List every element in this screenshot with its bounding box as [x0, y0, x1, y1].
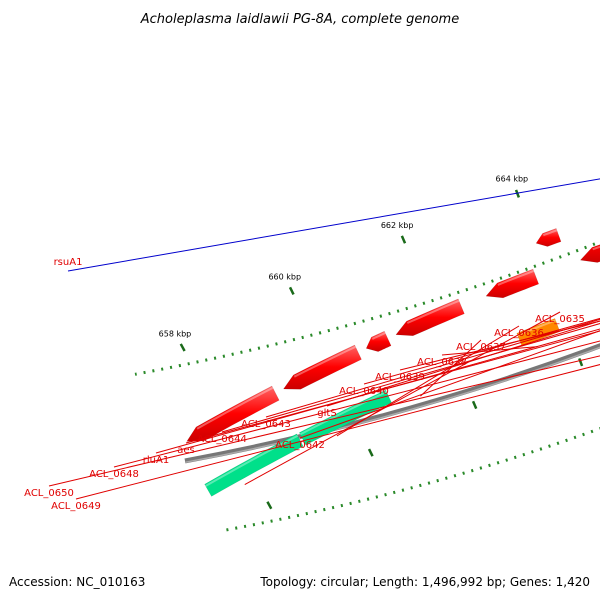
- gene-label: ACL_0643: [241, 419, 291, 430]
- gene-label: rsuA1: [54, 257, 83, 268]
- gene-label: gltS: [317, 408, 336, 419]
- gene-labels: rsuA1ACL_0635ACL_0636ACL_0637ACL_0638ACL…: [24, 178, 600, 512]
- gene-label-leader: [221, 323, 600, 433]
- summary-text: Topology: circular; Length: 1,496,992 bp…: [259, 575, 590, 589]
- scale-tick-mark: [400, 235, 407, 244]
- forward-cds: [485, 268, 540, 299]
- gene-label: aes: [177, 445, 195, 456]
- gene-label-leader: [363, 317, 600, 385]
- scale-tick-mark: [179, 343, 186, 352]
- gene-label: ACL_0642: [275, 440, 325, 451]
- gene-label-leader: [244, 311, 561, 485]
- gene-label: ACL_0649: [51, 501, 101, 512]
- inner-tick-mark: [367, 448, 374, 457]
- inner-tick-mark: [266, 501, 273, 510]
- forward-cds: [283, 344, 362, 390]
- gene-label-leader: [113, 340, 600, 468]
- gene-label-leader: [265, 318, 600, 418]
- map-title: Acholeplasma laidlawii PG-8A, complete g…: [140, 12, 459, 27]
- inner-tick-mark: [471, 400, 478, 410]
- outer-dotted-ring: [134, 240, 600, 376]
- scale-tick-label: 658 kbp: [159, 329, 192, 338]
- gene-label-leader: [48, 355, 600, 487]
- gene-label-leader: [75, 364, 600, 500]
- gene-label: ACL_0637: [456, 342, 506, 353]
- gene-label-leader: [155, 328, 600, 454]
- gene-label-leader: [420, 339, 482, 397]
- forward-cds: [579, 244, 600, 263]
- gene-label-leader: [441, 346, 538, 356]
- cog-bar: [204, 433, 304, 497]
- gene-label: ACL_0650: [24, 488, 74, 499]
- gene-label: ACL_0648: [89, 469, 139, 480]
- forward-cds-small: [535, 228, 562, 247]
- accession-text: Accession: NC_010163: [9, 575, 145, 589]
- inner-tick-mark: [578, 358, 584, 367]
- gene-features: [186, 228, 600, 497]
- forward-cds: [186, 385, 280, 442]
- scale-tick-mark: [288, 286, 295, 296]
- gene-label-leader: [326, 320, 600, 407]
- scale-tick-label: 664 kbp: [496, 175, 529, 184]
- scale-tick-mark: [514, 189, 521, 198]
- gene-label-leader: [299, 330, 600, 439]
- gene-label: ACL_0635: [535, 314, 585, 325]
- scale-tick-label: 660 kbp: [268, 273, 301, 282]
- gene-label: ACL_0636: [494, 328, 544, 339]
- gene-label-leader: [67, 178, 600, 272]
- forward-cds: [365, 330, 392, 352]
- forward-cds: [395, 298, 465, 337]
- scale-tick-label: 662 kbp: [381, 221, 414, 230]
- gene-label-leader: [336, 325, 520, 437]
